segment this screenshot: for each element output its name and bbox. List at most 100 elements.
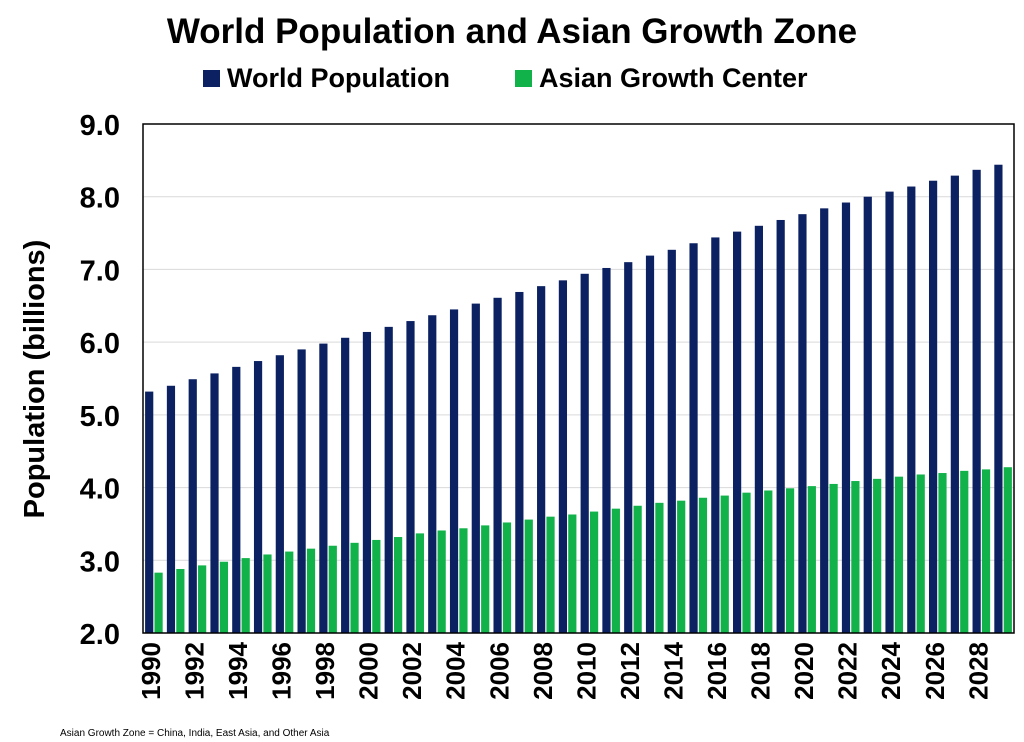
- y-tick-label: 5.0: [80, 401, 120, 433]
- x-tick-label-2024: 2024: [876, 641, 906, 699]
- bar-world-population-2024: [885, 191, 894, 633]
- legend-swatch-world-population: [203, 69, 220, 87]
- bar-asian-growth-center-1992: [198, 565, 207, 633]
- bar-asian-growth-center-2021: [829, 483, 838, 633]
- x-tick-label-1990: 1990: [136, 642, 166, 700]
- bar-world-population-2023: [863, 196, 872, 633]
- x-tick-label-1996: 1996: [267, 642, 297, 700]
- bar-asian-growth-center-2017: [742, 492, 751, 633]
- bar-world-population-2004: [449, 309, 459, 633]
- y-tick-label: 4.0: [80, 474, 120, 506]
- bar-asian-growth-center-2009: [568, 514, 577, 633]
- bar-world-population-2019: [776, 219, 785, 634]
- y-tick-label: 8.0: [80, 183, 120, 215]
- bar-world-population-1999: [341, 337, 350, 633]
- bar-world-population-2010: [580, 273, 589, 633]
- x-tick-label-2028: 2028: [963, 642, 993, 700]
- bar-world-population-2009: [558, 280, 568, 633]
- bar-world-population-1992: [188, 379, 197, 633]
- bars: [145, 164, 1012, 634]
- bar-world-population-2002: [406, 321, 415, 633]
- bar-asian-growth-center-2023: [873, 478, 882, 633]
- bar-asian-growth-center-2026: [938, 473, 947, 633]
- bar-asian-growth-center-2028: [981, 469, 991, 633]
- bar-world-population-2006: [493, 297, 502, 633]
- bar-asian-growth-center-2014: [677, 500, 686, 633]
- footnote: Asian Growth Zone = China, India, East A…: [60, 728, 330, 739]
- y-tick-label: 9.0: [80, 110, 120, 142]
- bar-asian-growth-center-2008: [546, 516, 555, 633]
- x-tick-label-2010: 2010: [571, 642, 601, 700]
- bar-asian-growth-center-1997: [306, 548, 316, 633]
- bar-asian-growth-center-1991: [176, 569, 185, 633]
- bar-world-population-2012: [624, 262, 633, 633]
- y-tick-label: 2.0: [80, 619, 120, 651]
- bar-asian-growth-center-2010: [589, 511, 599, 633]
- legend-label-world-population: World Population: [227, 62, 450, 93]
- bar-world-population-1998: [319, 343, 328, 633]
- bar-asian-growth-center-2002: [415, 533, 424, 633]
- bar-asian-growth-center-2027: [960, 470, 969, 633]
- x-tick-label-2006: 2006: [484, 642, 514, 700]
- bar-world-population-2013: [645, 255, 655, 634]
- bar-world-population-2015: [689, 243, 698, 633]
- bar-world-population-2016: [711, 237, 720, 633]
- bar-world-population-2000: [362, 331, 372, 633]
- bar-asian-growth-center-1998: [328, 545, 337, 633]
- bar-asian-growth-center-2011: [611, 508, 620, 633]
- legend-swatch-asian-growth-center: [515, 69, 532, 87]
- bar-asian-growth-center-2025: [916, 474, 925, 633]
- bar-asian-growth-center-2000: [372, 539, 381, 633]
- legend-item-asian-growth-center: Asian Growth Center: [515, 60, 808, 96]
- plot-area-frame: [142, 123, 1015, 634]
- bar-world-population-2026: [928, 180, 938, 633]
- x-tick-label-2026: 2026: [920, 642, 950, 700]
- x-tick-label-2020: 2020: [789, 642, 819, 700]
- x-tick-label-2012: 2012: [615, 642, 645, 700]
- bar-world-population-2014: [667, 249, 676, 634]
- x-tick-label-2000: 2000: [354, 642, 384, 700]
- bar-asian-growth-center-2012: [633, 505, 642, 633]
- bar-world-population-1994: [232, 366, 241, 633]
- y-tick-label: 7.0: [80, 255, 120, 287]
- bar-world-population-2017: [733, 231, 742, 633]
- x-tick-label-1992: 1992: [179, 642, 209, 700]
- bar-world-population-2003: [428, 315, 437, 633]
- bar-asian-growth-center-2015: [698, 497, 708, 633]
- bar-asian-growth-center-2006: [502, 522, 512, 633]
- bar-world-population-2020: [798, 214, 807, 634]
- bar-world-population-2028: [972, 169, 981, 633]
- bar-world-population-2005: [471, 303, 480, 633]
- y-tick-label: 6.0: [80, 328, 120, 360]
- bar-asian-growth-center-2003: [437, 530, 446, 633]
- bar-world-population-1997: [297, 349, 306, 633]
- bar-asian-growth-center-2001: [394, 537, 403, 633]
- gridlines: [143, 196, 1014, 561]
- bar-world-population-1990: [145, 391, 154, 633]
- bar-asian-growth-center-2022: [851, 481, 860, 633]
- bar-asian-growth-center-2029: [1003, 467, 1012, 633]
- x-tick-label-2008: 2008: [528, 642, 558, 700]
- legend: World Population Asian Growth Center: [0, 60, 1024, 96]
- bar-world-population-2001: [384, 326, 393, 633]
- bar-world-population-1996: [275, 355, 284, 633]
- bar-asian-growth-center-1999: [350, 542, 359, 633]
- legend-label-asian-growth-center: Asian Growth Center: [539, 62, 808, 93]
- x-tick-label-1998: 1998: [310, 642, 340, 700]
- bar-asian-growth-center-1990: [154, 572, 163, 633]
- bar-asian-growth-center-1995: [263, 554, 272, 633]
- bar-world-population-2027: [950, 175, 959, 633]
- bar-asian-growth-center-2007: [524, 519, 533, 633]
- bar-asian-growth-center-2019: [785, 488, 795, 633]
- y-tick-label: 3.0: [80, 546, 120, 578]
- x-tick-label-2004: 2004: [441, 641, 471, 699]
- bar-asian-growth-center-1996: [285, 551, 294, 633]
- bar-asian-growth-center-2024: [894, 476, 904, 633]
- legend-item-world-population: World Population: [203, 60, 450, 96]
- chart-title: World Population and Asian Growth Zone: [166, 12, 858, 51]
- bar-world-population-2025: [907, 186, 916, 633]
- bar-world-population-1995: [253, 361, 263, 633]
- bar-world-population-2011: [602, 267, 611, 633]
- bar-world-population-2008: [537, 286, 546, 633]
